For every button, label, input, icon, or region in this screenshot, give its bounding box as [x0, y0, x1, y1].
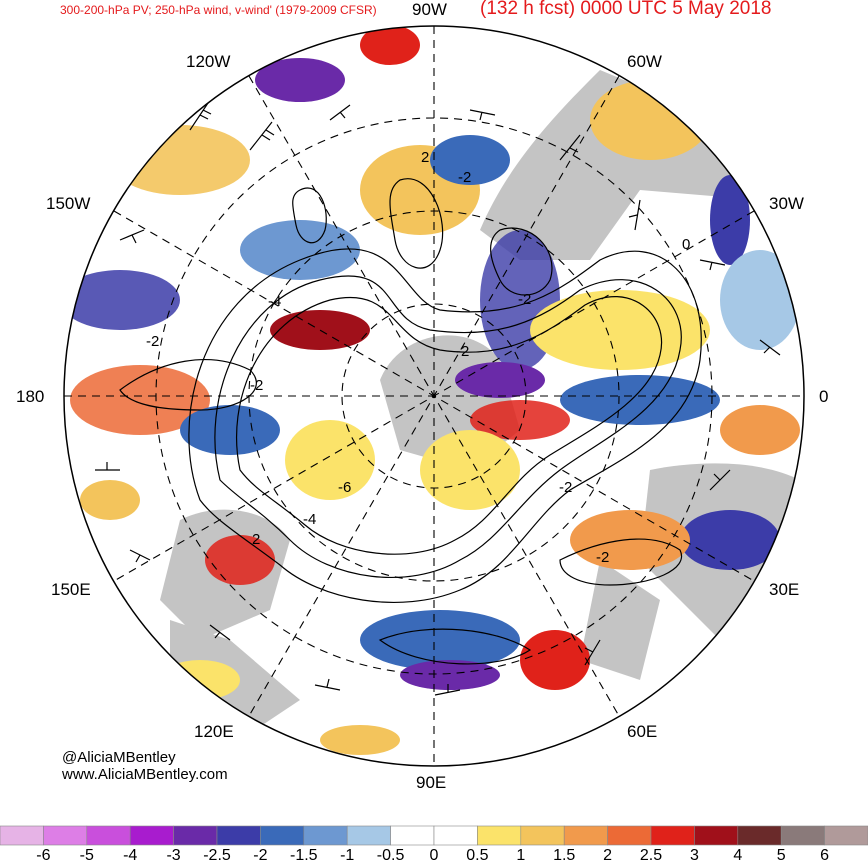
- colorbar-label: -1: [340, 847, 355, 864]
- colorbar-cell: [563, 825, 608, 846]
- colorbar-cell: [173, 825, 218, 846]
- colorbar-label: -6: [36, 847, 51, 864]
- contour-labels: 2 -2 0 -2 -4 -2 -2 -6 -4 -2 2 -2 -2: [146, 149, 690, 566]
- colorbar-label: -4: [123, 847, 138, 864]
- colorbar-cell: [433, 825, 478, 846]
- colorbar-label: -5: [79, 847, 94, 864]
- map-field: 2 -2 0 -2 -4 -2 -2 -6 -4 -2 2 -2 -2: [64, 26, 804, 766]
- colorbar-label: -3: [166, 847, 181, 864]
- colorbar-cell: [303, 825, 348, 846]
- colorbar-cell: [824, 825, 868, 846]
- contour-label: -2: [559, 479, 572, 496]
- colorbar-cell: [260, 825, 305, 846]
- credit-handle: @AliciaMBentley: [62, 749, 176, 766]
- colorbar-label: 5: [776, 847, 786, 864]
- colorbar-cell: [129, 825, 174, 846]
- colorbar-cell: [346, 825, 391, 846]
- contour-label: -6: [338, 479, 351, 496]
- contour-label: -2: [456, 343, 469, 360]
- longitude-label-120w: 120W: [186, 52, 231, 71]
- contour-label: -4: [303, 511, 316, 528]
- colorbar-label: 2: [603, 847, 613, 864]
- colorbar-cell: [0, 825, 44, 846]
- longitude-label-90e: 90E: [416, 773, 447, 792]
- colorbar-label: 1.5: [553, 847, 576, 864]
- colorbar-label: -2.5: [203, 847, 231, 864]
- colorbar-label: 1: [516, 847, 526, 864]
- contour-label: 2: [252, 531, 260, 548]
- contour-label: -2: [458, 169, 471, 186]
- colorbar-label: 4: [733, 847, 743, 864]
- map-subtitle: 300-200-hPa PV; 250-hPa wind, v-wind' (1…: [60, 3, 377, 17]
- longitude-label-150w: 150W: [46, 194, 91, 213]
- colorbar-cell: [216, 825, 261, 846]
- contour-label: -2: [518, 291, 531, 308]
- contour-label: -4: [268, 293, 281, 310]
- colorbar-cell: [737, 825, 782, 846]
- pv-contours: [119, 178, 702, 665]
- colorbar-cell: [780, 825, 825, 846]
- colorbar-label: -2: [253, 847, 268, 864]
- longitude-label-120e: 120E: [194, 722, 234, 741]
- colorbar-label: 0.5: [466, 847, 489, 864]
- longitude-label-150e: 150E: [51, 580, 91, 599]
- longitude-label-180: 180: [16, 387, 45, 406]
- longitude-label-60w: 60W: [627, 52, 662, 71]
- contour-label: 0: [682, 236, 690, 253]
- credit-website: www.AliciaMBentley.com: [62, 766, 228, 783]
- map-boundary: [63, 25, 805, 767]
- colorbar-label: -1.5: [290, 847, 318, 864]
- contour-label: 2: [421, 149, 429, 166]
- forecast-title: (132 h fcst) 0000 UTC 5 May 2018: [480, 0, 772, 19]
- colorbar-cell: [43, 825, 88, 846]
- colorbar-cell: [650, 825, 695, 846]
- colorbar-label: 6: [820, 847, 830, 864]
- colorbar-label: 3: [689, 847, 699, 864]
- colorbar-cell: [520, 825, 565, 846]
- colorbar: [0, 825, 868, 846]
- longitude-label-30e: 30E: [769, 580, 800, 599]
- colorbar-label: 2.5: [639, 847, 663, 864]
- colorbar-label: -0.5: [376, 847, 405, 864]
- polar-map: 2 -2 0 -2 -4 -2 -2 -6 -4 -2 2 -2 -2: [63, 25, 805, 767]
- contour-label: -2: [596, 549, 609, 566]
- longitude-label-0: 0: [819, 387, 829, 406]
- longitude-label-90w: 90W: [412, 0, 447, 19]
- colorbar-label: 0: [429, 847, 439, 864]
- colorbar-cell: [477, 825, 522, 846]
- colorbar-cells: [0, 825, 868, 846]
- colorbar-cell: [390, 825, 435, 846]
- longitude-label-30w: 30W: [769, 194, 804, 213]
- colorbar-cell: [607, 825, 652, 846]
- graticule: [64, 26, 804, 766]
- contour-label: -2: [250, 377, 263, 394]
- contour-label: -2: [146, 333, 159, 350]
- colorbar-cell: [86, 825, 131, 846]
- wind-barbs: [95, 99, 781, 696]
- longitude-label-60e: 60E: [627, 722, 658, 741]
- colorbar-cell: [694, 825, 739, 846]
